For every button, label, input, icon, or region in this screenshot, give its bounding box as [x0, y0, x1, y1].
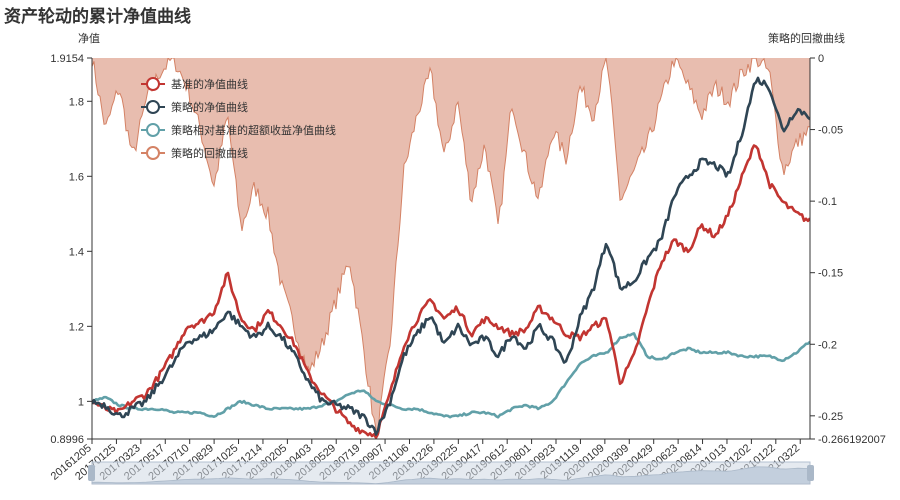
legend-label: 基准的净值曲线 — [171, 77, 248, 91]
right-tick-label: -0.05 — [818, 125, 843, 137]
left-tick-label: 1.8 — [69, 96, 84, 108]
left-axis-name: 净值 — [78, 31, 100, 45]
legend-swatch-icon — [146, 146, 160, 160]
legend-label: 策略的净值曲线 — [171, 100, 248, 114]
left-tick-label: 1.2 — [69, 321, 84, 333]
series-lines-layer — [92, 76, 810, 439]
legend-item[interactable]: 基准的净值曲线 — [141, 77, 248, 91]
slider-preview — [91, 466, 811, 485]
slider-handle-right[interactable] — [807, 465, 814, 481]
excess-return-line — [92, 332, 810, 419]
benchmark-line — [92, 144, 810, 439]
right-axis-name: 策略的回撤曲线 — [768, 31, 845, 45]
slider-handle-left[interactable] — [88, 465, 95, 481]
left-tick-label: 1 — [78, 396, 84, 408]
right-tick-label: -0.1 — [818, 196, 837, 208]
right-tick-label: -0.266192007 — [818, 434, 886, 446]
left-tick-label: 1.4 — [69, 246, 84, 258]
drawdown-line — [92, 58, 810, 437]
legend-label: 策略相对基准的超额收益净值曲线 — [171, 123, 336, 137]
legend-item[interactable]: 策略的净值曲线 — [141, 100, 248, 114]
legend-swatch-icon — [146, 77, 160, 91]
legend-swatch-icon — [146, 123, 160, 137]
left-tick-label: 1.6 — [69, 171, 84, 183]
drawdown-area-layer — [92, 58, 810, 437]
page-title: 资产轮动的累计净值曲线 — [4, 7, 191, 26]
right-tick-label: -0.25 — [818, 411, 843, 423]
right-tick-label: -0.15 — [818, 268, 843, 280]
right-tick-label: -0.2 — [818, 339, 837, 351]
legend-swatch-icon — [146, 100, 160, 114]
legend-item[interactable]: 策略的回撤曲线 — [141, 146, 248, 160]
right-tick-label: 0 — [818, 53, 824, 65]
drawdown-area — [92, 58, 810, 437]
legend-label: 策略的回撤曲线 — [171, 146, 248, 160]
legend-item[interactable]: 策略相对基准的超额收益净值曲线 — [141, 123, 336, 137]
left-tick-label: 0.8996 — [50, 434, 84, 446]
strategy-line — [92, 76, 810, 436]
data-zoom-slider[interactable] — [88, 461, 814, 485]
left-tick-label: 1.9154 — [50, 53, 84, 65]
